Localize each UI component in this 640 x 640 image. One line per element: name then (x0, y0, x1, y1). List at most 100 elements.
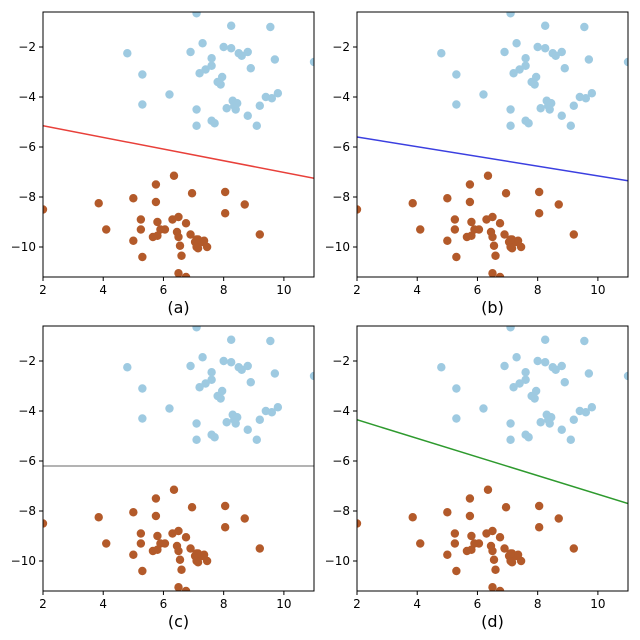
data-point-lower (136, 225, 146, 234)
data-point-upper (479, 90, 488, 99)
data-point-lower (153, 531, 162, 541)
data-point-upper (512, 39, 521, 48)
data-point-upper (509, 69, 518, 78)
data-point-upper (207, 368, 216, 377)
data-point-upper (237, 51, 246, 60)
data-point-lower (192, 549, 201, 558)
data-point-upper (560, 378, 569, 387)
data-point-lower (94, 513, 103, 522)
x-tick-label: 2 (39, 283, 47, 297)
data-point-lower (94, 199, 103, 208)
data-point-lower (240, 514, 249, 523)
data-point-upper (267, 94, 277, 103)
panel-label: (b) (481, 298, 504, 317)
y-tick-label: −8 (332, 190, 350, 204)
data-point-lower (534, 187, 544, 197)
data-point-lower (181, 272, 191, 277)
data-point-lower (202, 556, 212, 566)
data-point-upper (138, 384, 147, 393)
data-point-lower (495, 533, 505, 542)
data-point-lower (199, 236, 209, 245)
x-tick-label: 8 (534, 597, 542, 611)
data-point-lower (467, 231, 476, 240)
data-point-upper (533, 42, 542, 52)
data-point-upper (540, 44, 550, 53)
data-point-lower (554, 200, 563, 209)
data-point-lower (181, 533, 191, 542)
data-point-lower (534, 523, 544, 532)
data-point-upper (560, 64, 569, 73)
data-point-upper (270, 369, 280, 378)
y-tick-label: −6 (332, 140, 350, 154)
data-point-lower (500, 230, 509, 239)
data-point-lower (495, 219, 505, 228)
x-tick-label: 2 (353, 283, 361, 297)
data-point-upper (584, 369, 594, 378)
data-point-upper (509, 383, 518, 392)
data-point-lower (467, 531, 476, 541)
data-point-lower (151, 180, 161, 189)
data-point-lower (495, 272, 505, 277)
data-point-upper (506, 326, 515, 332)
data-point-lower (452, 252, 461, 262)
data-point-lower (465, 180, 475, 189)
y-tick-label: −4 (332, 404, 350, 418)
data-point-lower (450, 225, 460, 234)
y-tick-label: −10 (11, 554, 36, 568)
data-point-upper (515, 379, 524, 388)
y-tick-label: −2 (332, 40, 350, 54)
data-point-upper (500, 47, 509, 57)
data-point-upper (521, 368, 530, 377)
data-point-upper (226, 358, 236, 367)
data-point-upper (192, 326, 201, 332)
axes-frame (356, 11, 629, 278)
panel-label: (a) (167, 298, 189, 317)
data-point-lower (467, 217, 476, 227)
x-tick-label: 6 (474, 597, 482, 611)
data-point-lower (138, 566, 147, 576)
data-point-lower (160, 539, 170, 548)
data-point-upper (521, 61, 530, 70)
data-point-lower (452, 566, 461, 576)
data-point-lower (175, 555, 185, 564)
data-point-upper (557, 111, 566, 120)
data-point-lower (192, 235, 201, 244)
data-point-upper (192, 121, 201, 130)
data-point-upper (222, 104, 231, 113)
data-point-lower (153, 217, 162, 227)
data-point-lower (129, 194, 138, 203)
data-point-lower (220, 209, 230, 218)
data-point-lower (136, 215, 146, 224)
data-point-lower (483, 171, 493, 180)
data-point-upper (536, 418, 545, 427)
data-point-lower (102, 225, 111, 234)
data-point-lower (507, 244, 517, 253)
data-point-upper (512, 353, 521, 362)
data-point-lower (488, 232, 497, 242)
data-point-upper (531, 386, 541, 396)
data-point-upper (566, 435, 575, 444)
plot-area (43, 12, 314, 277)
data-point-upper (524, 433, 533, 442)
x-tick-label: 6 (160, 283, 168, 297)
data-point-upper (243, 425, 252, 434)
data-point-lower (193, 244, 203, 253)
data-point-upper (580, 336, 589, 346)
data-point-upper (217, 386, 227, 396)
data-point-upper (186, 47, 195, 57)
data-point-upper (569, 415, 578, 424)
data-point-lower (187, 503, 197, 512)
data-point-upper (547, 413, 556, 422)
data-point-upper (243, 361, 252, 371)
x-tick-label: 4 (99, 597, 107, 611)
data-point-lower (443, 236, 452, 245)
data-point-upper (506, 419, 515, 428)
data-point-upper (165, 404, 174, 413)
data-point-upper (243, 47, 252, 57)
data-point-upper (506, 12, 515, 18)
x-tick-label: 8 (220, 283, 228, 297)
data-point-upper (547, 99, 556, 108)
data-point-lower (177, 565, 186, 574)
data-point-lower (569, 544, 578, 553)
